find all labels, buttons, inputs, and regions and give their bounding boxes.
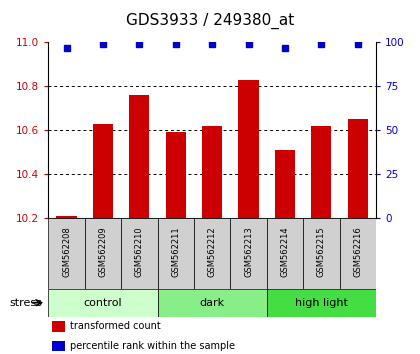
Bar [239,80,259,218]
Text: GSM562216: GSM562216 [353,226,362,277]
Text: GSM562215: GSM562215 [317,226,326,277]
Text: GSM562208: GSM562208 [62,226,71,277]
Bar [267,218,303,289]
Bar [52,321,65,332]
Bar [129,95,150,218]
Bar [57,216,76,218]
Bar [85,218,121,289]
Bar [194,218,230,289]
Text: GDS3933 / 249380_at: GDS3933 / 249380_at [126,12,294,29]
Bar [48,289,158,317]
Bar [202,126,222,218]
Text: GSM562211: GSM562211 [171,226,180,277]
Bar [52,341,65,351]
Bar [275,150,295,218]
Bar [48,218,85,289]
Bar [93,124,113,218]
Bar [158,218,194,289]
Text: transformed count: transformed count [70,321,160,331]
Text: stress: stress [9,298,42,308]
Text: percentile rank within the sample: percentile rank within the sample [70,341,235,351]
Bar [311,126,331,218]
Bar [230,218,267,289]
Text: GSM562214: GSM562214 [281,226,289,277]
Text: GSM562209: GSM562209 [98,226,108,277]
Text: control: control [84,298,122,308]
Bar [165,132,186,218]
Bar [303,218,339,289]
Bar [158,289,267,317]
Text: GSM562210: GSM562210 [135,226,144,277]
Bar [267,289,376,317]
Text: GSM562213: GSM562213 [244,226,253,277]
Bar [348,119,368,218]
Text: GSM562212: GSM562212 [207,226,217,277]
Text: high light: high light [295,298,348,308]
Bar [121,218,158,289]
Text: dark: dark [200,298,225,308]
Bar [339,218,376,289]
